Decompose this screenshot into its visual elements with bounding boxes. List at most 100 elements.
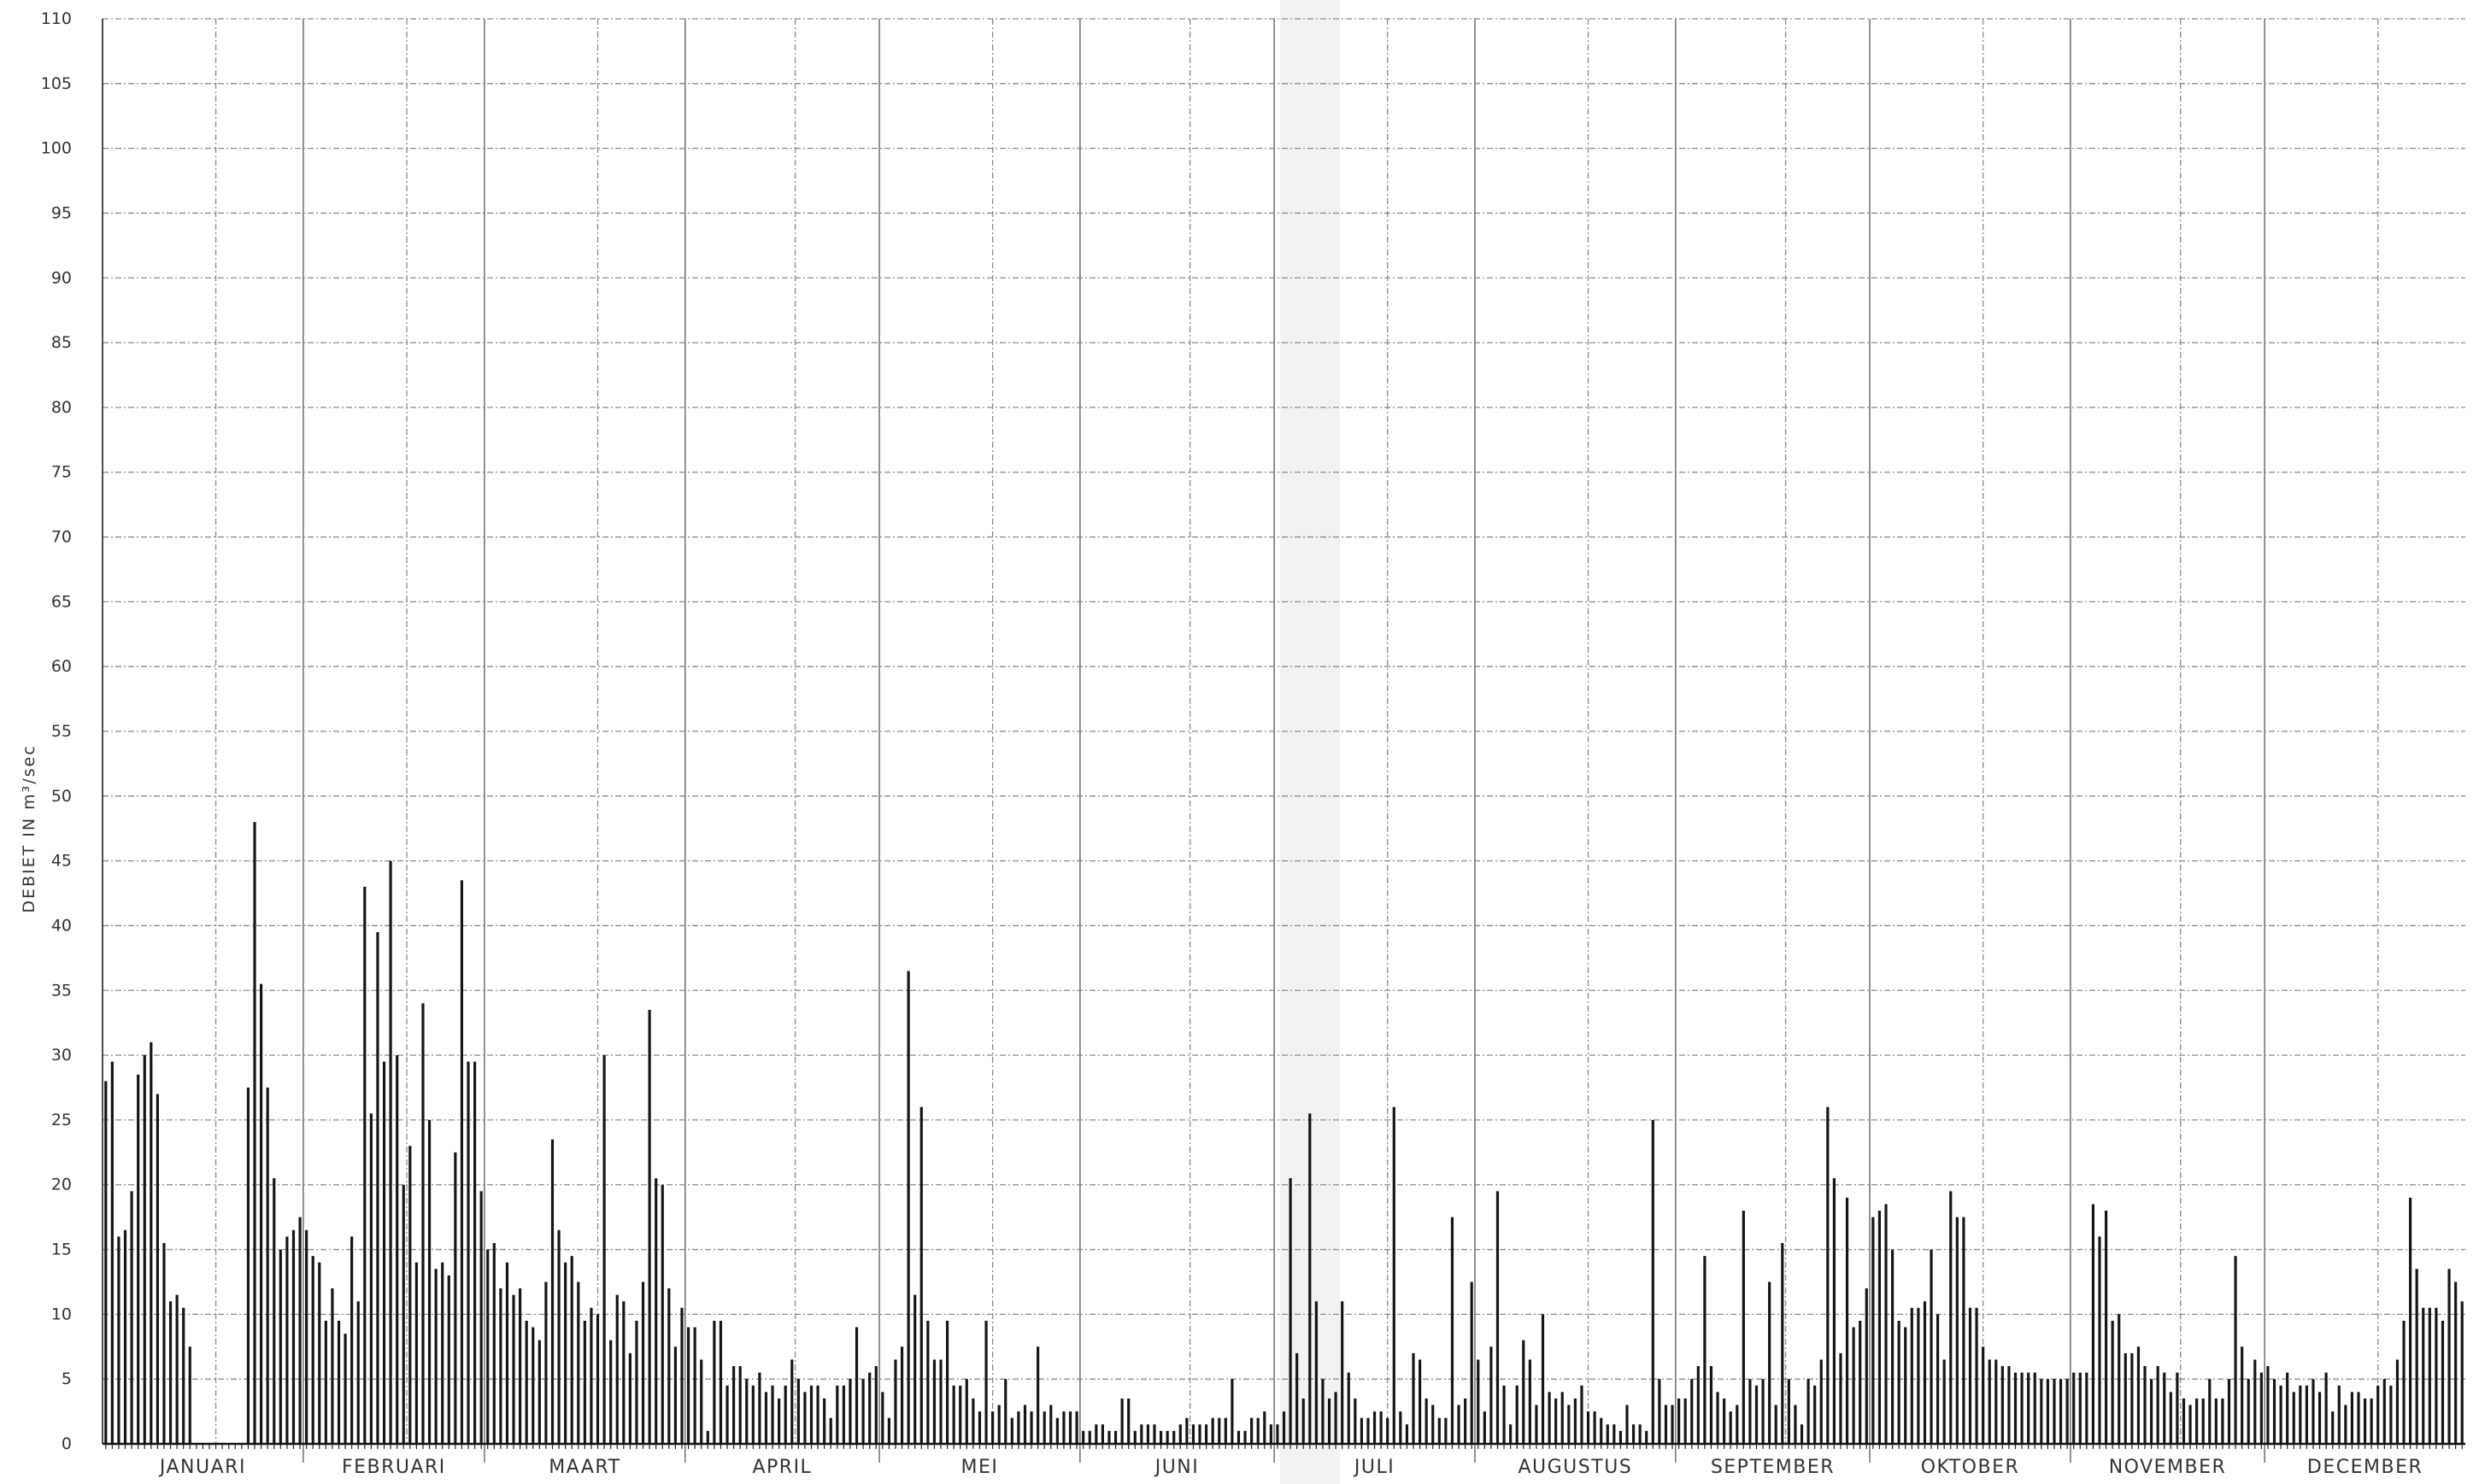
bar-juni-22 (1218, 1417, 1221, 1444)
bar-oktober-21 (2000, 1366, 2004, 1444)
bar-mei-22 (1017, 1411, 1020, 1444)
bar-augustus-17 (1580, 1385, 1583, 1444)
bar-september-16 (1774, 1405, 1777, 1444)
bar-december-5 (2292, 1392, 2295, 1444)
bar-november-3 (2085, 1372, 2088, 1444)
bar-december-22 (2402, 1320, 2406, 1444)
bar-november-18 (2182, 1398, 2186, 1444)
month-label-augustus: AUGUSTUS (1518, 1457, 1632, 1478)
bar-mei-18 (991, 1411, 995, 1444)
bar-augustus-3 (1489, 1346, 1493, 1444)
bar-juli-8 (1321, 1379, 1325, 1444)
bar-oktober-31 (2065, 1379, 2069, 1444)
bar-januari-25 (260, 983, 263, 1444)
bar-juli-25 (1431, 1405, 1435, 1444)
bar-oktober-25 (2027, 1372, 2030, 1444)
bar-april-17 (790, 1359, 794, 1444)
bar-januari-4 (123, 1229, 127, 1444)
bar-augustus-19 (1593, 1411, 1596, 1444)
bar-mei-16 (978, 1411, 982, 1444)
bar-oktober-14 (1955, 1217, 1959, 1444)
bar-april-21 (816, 1385, 819, 1444)
bar-juni-24 (1231, 1379, 1234, 1444)
bar-januari-1 (104, 1081, 108, 1444)
bar-mei-11 (945, 1320, 949, 1444)
bar-september-28 (1852, 1327, 1855, 1444)
bar-juli-14 (1360, 1417, 1363, 1444)
bar-juni-17 (1185, 1417, 1189, 1444)
month-label-juni: JUNI (1154, 1457, 1200, 1478)
bar-maart-21 (615, 1294, 619, 1444)
month-dividers (214, 19, 2379, 1463)
bar-september-30 (1865, 1288, 1868, 1444)
bar-oktober-28 (2046, 1379, 2049, 1444)
bar-mei-7 (919, 1106, 923, 1444)
bar-juli-9 (1327, 1398, 1331, 1444)
bar-augustus-14 (1560, 1392, 1564, 1444)
bar-september-13 (1754, 1385, 1759, 1444)
bar-mei-14 (965, 1379, 968, 1444)
bar-januari-10 (162, 1242, 166, 1444)
bar-november-26 (2234, 1256, 2237, 1444)
bar-februari-18 (414, 1262, 418, 1444)
bar-mei-13 (959, 1385, 962, 1444)
bar-juni-23 (1224, 1417, 1227, 1444)
bar-februari-16 (402, 1184, 405, 1444)
bar-april-15 (778, 1398, 781, 1444)
bar-juli-5 (1301, 1398, 1305, 1444)
bar-mei-9 (932, 1359, 937, 1444)
bar-oktober-20 (1994, 1359, 1998, 1444)
bar-januari-11 (168, 1301, 173, 1444)
bar-september-20 (1800, 1424, 1804, 1444)
bar-september-18 (1787, 1379, 1790, 1444)
bar-april-6 (719, 1320, 723, 1444)
bar-juni-1 (1082, 1430, 1085, 1444)
bar-november-14 (2156, 1366, 2159, 1444)
month-label-april: APRIL (752, 1457, 812, 1478)
bar-juli-4 (1295, 1352, 1299, 1444)
bar-mei-5 (907, 971, 910, 1444)
y-tick-label: 45 (51, 852, 72, 871)
bar-december-17 (2370, 1398, 2373, 1444)
bar-november-7 (2111, 1320, 2114, 1444)
bar-oktober-18 (1982, 1346, 1985, 1444)
bar-mei-15 (972, 1398, 975, 1444)
bar-november-10 (2130, 1352, 2134, 1444)
bar-augustus-29 (1658, 1379, 1661, 1444)
bar-augustus-26 (1638, 1424, 1642, 1444)
bar-juli-12 (1347, 1372, 1350, 1444)
bar-juni-6 (1113, 1430, 1118, 1444)
y-tick-label: 50 (51, 787, 72, 806)
bar-juni-29 (1263, 1411, 1266, 1444)
bar-april-18 (796, 1379, 800, 1444)
bar-oktober-6 (1904, 1327, 1907, 1444)
y-tick-label: 80 (51, 398, 72, 417)
horizontal-gridlines (103, 18, 2465, 1380)
bar-augustus-12 (1548, 1392, 1551, 1444)
bar-oktober-2 (1877, 1211, 1882, 1444)
bar-juni-5 (1107, 1430, 1111, 1444)
bar-februari-1 (305, 1229, 308, 1444)
bar-april-11 (751, 1385, 755, 1444)
bar-november-1 (2072, 1372, 2076, 1444)
bar-december-11 (2331, 1411, 2335, 1444)
bar-oktober-19 (1988, 1359, 1991, 1444)
bar-december-12 (2337, 1385, 2341, 1444)
bar-juli-17 (1379, 1411, 1383, 1444)
bar-januari-6 (137, 1074, 140, 1444)
bar-juli-6 (1308, 1113, 1312, 1444)
bar-maart-4 (505, 1262, 509, 1444)
y-tick-label: 85 (51, 333, 72, 352)
bar-mei-26 (1043, 1411, 1046, 1444)
bar-september-25 (1832, 1178, 1836, 1444)
y-tick-label: 75 (51, 463, 72, 482)
bar-januari-24 (253, 822, 256, 1444)
bar-maart-18 (596, 1314, 600, 1444)
bar-maart-1 (486, 1249, 490, 1444)
bar-december-23 (2409, 1197, 2412, 1444)
bar-maart-27 (655, 1178, 658, 1444)
bar-maart-7 (525, 1320, 528, 1444)
bar-februari-27 (473, 1061, 477, 1444)
